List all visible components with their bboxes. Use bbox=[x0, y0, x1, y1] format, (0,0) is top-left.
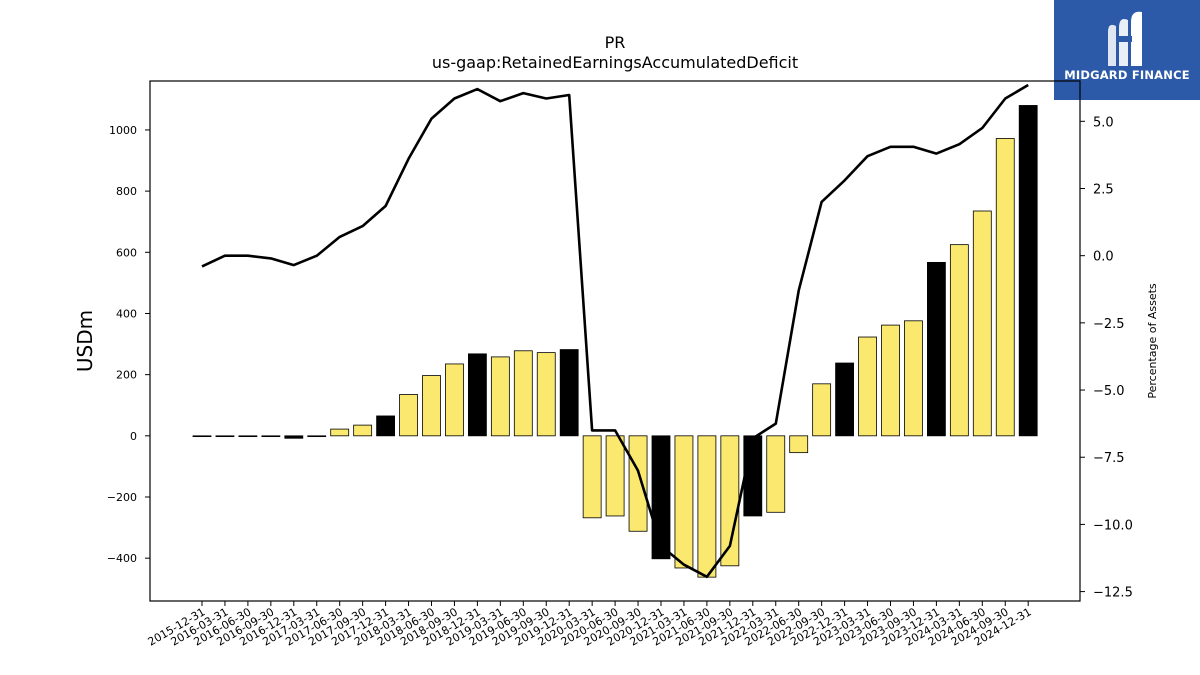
bar bbox=[812, 383, 832, 437]
bar bbox=[858, 336, 877, 437]
y2-tick-label: 5.0 bbox=[1093, 115, 1114, 130]
y2-tick-label: −10.0 bbox=[1093, 518, 1133, 533]
bar bbox=[835, 362, 854, 437]
y2-tick-label: −2.5 bbox=[1093, 317, 1125, 332]
brand-logo: MIDGARD FINANCE bbox=[1054, 0, 1200, 100]
bar bbox=[536, 352, 556, 437]
y2-tick-label: 0.0 bbox=[1093, 250, 1114, 265]
bar bbox=[972, 210, 992, 437]
brand-name: MIDGARD FINANCE bbox=[1064, 68, 1190, 82]
y-tick-label: 600 bbox=[116, 246, 137, 259]
bar bbox=[422, 375, 441, 437]
bar bbox=[743, 435, 763, 517]
bar bbox=[215, 435, 235, 438]
brand-logo-mark bbox=[1108, 11, 1142, 66]
bar bbox=[651, 435, 671, 560]
bar bbox=[353, 424, 373, 437]
y2-tick-label: −12.5 bbox=[1093, 586, 1133, 601]
y2-axis-label: Percentage of Assets bbox=[1146, 283, 1159, 399]
bar bbox=[376, 415, 396, 437]
y-tick-label: −400 bbox=[107, 552, 137, 565]
bar bbox=[261, 435, 281, 438]
bar bbox=[445, 363, 464, 437]
y-axis-label: USDm bbox=[73, 310, 97, 372]
y-tick-label: 1000 bbox=[109, 124, 137, 137]
bar bbox=[949, 244, 969, 437]
bar bbox=[238, 435, 258, 438]
bar bbox=[513, 350, 533, 437]
y-tick-label: 0 bbox=[130, 430, 137, 443]
bar bbox=[697, 435, 717, 578]
bar bbox=[467, 353, 487, 437]
bar bbox=[192, 435, 212, 438]
bar bbox=[307, 435, 327, 438]
bar bbox=[605, 435, 625, 517]
bar bbox=[674, 435, 694, 569]
y-tick-label: −200 bbox=[107, 491, 137, 504]
y-tick-label: 200 bbox=[116, 369, 137, 382]
bar bbox=[490, 356, 510, 437]
bar bbox=[881, 324, 900, 437]
bar bbox=[995, 138, 1015, 437]
bar bbox=[628, 435, 648, 532]
bar bbox=[927, 261, 946, 437]
bar bbox=[766, 435, 786, 513]
plot-frame bbox=[149, 80, 1081, 602]
bar bbox=[330, 428, 350, 437]
bar bbox=[582, 435, 602, 519]
series-line bbox=[201, 83, 1029, 579]
bar bbox=[904, 320, 923, 437]
bar bbox=[399, 394, 418, 437]
y2-tick-label: −5.0 bbox=[1093, 384, 1125, 399]
y2-tick-label: 2.5 bbox=[1093, 182, 1114, 197]
bar bbox=[1018, 105, 1038, 437]
y-tick-label: 800 bbox=[116, 185, 137, 198]
bar bbox=[789, 435, 809, 454]
bar bbox=[284, 435, 304, 439]
y2-tick-label: −7.5 bbox=[1093, 451, 1125, 466]
chart-title-line1: PR bbox=[605, 33, 626, 52]
chart-title-line2: us-gaap:RetainedEarningsAccumulatedDefic… bbox=[432, 53, 798, 72]
y-tick-label: 400 bbox=[116, 307, 137, 320]
bar bbox=[559, 349, 579, 437]
